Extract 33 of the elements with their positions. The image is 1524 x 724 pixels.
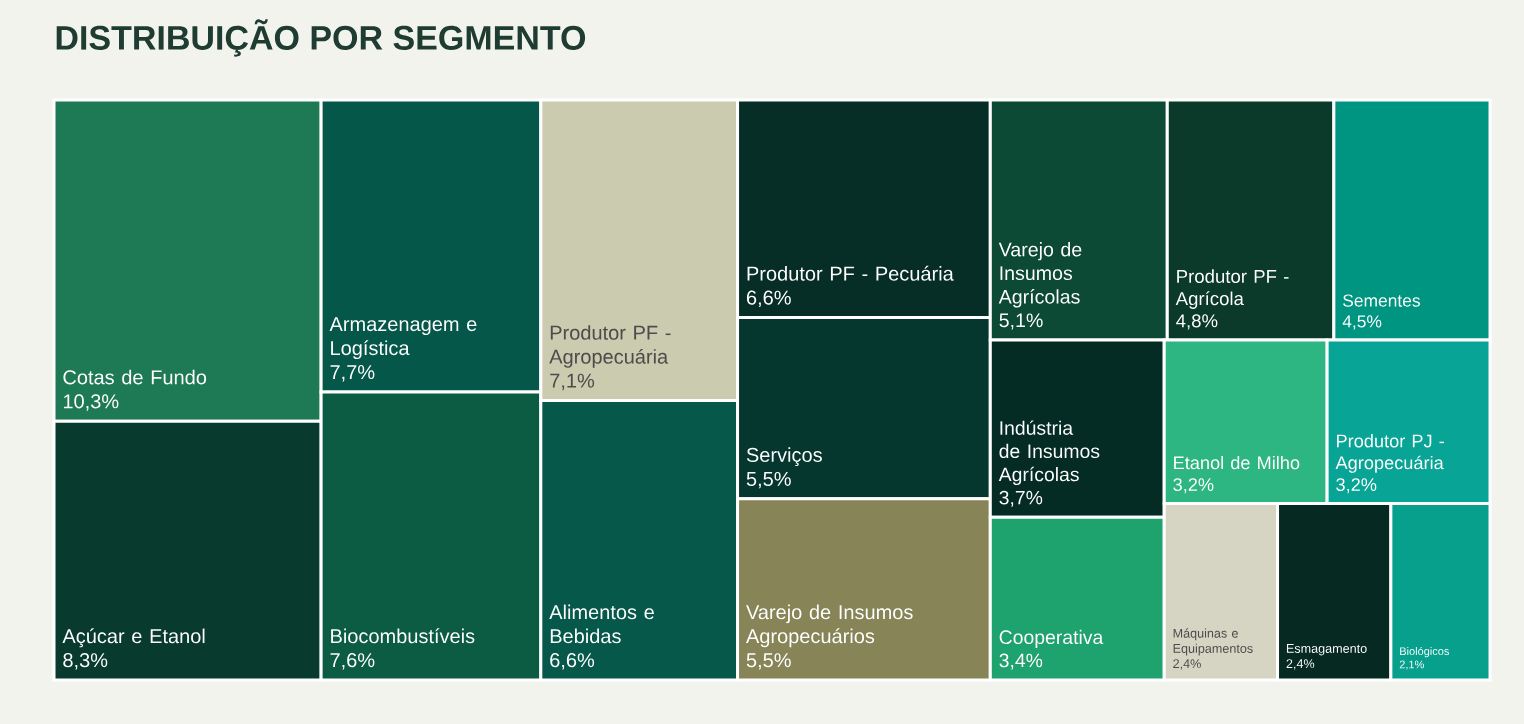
data-label: 7,7% bbox=[330, 365, 375, 382]
data-label: 8,3% bbox=[63, 653, 108, 670]
category-label: Biocombustíveis bbox=[331, 628, 475, 644]
text: DISTRIBUIÇÃO POR SEGMENTO bbox=[56, 19, 586, 57]
category-label: Alimentos e Bebidas bbox=[549, 604, 654, 644]
data-label: 5,5% bbox=[746, 471, 791, 489]
data-label: 7,1% bbox=[550, 373, 595, 391]
category-label: Indústria de Insumos Agrícolas bbox=[998, 420, 1100, 486]
data-label: 3,2% bbox=[1336, 478, 1377, 494]
data-label: 6,6% bbox=[550, 653, 595, 670]
data-label: 3,2% bbox=[1173, 478, 1214, 494]
category-label: Varejo de Insumos Agropecuários bbox=[745, 604, 913, 648]
data-label: 4,8% bbox=[1176, 314, 1218, 330]
category-label: Produtor PJ - Agropecuária bbox=[1335, 434, 1444, 473]
data-label: 3,7% bbox=[999, 490, 1043, 507]
category-label: Produtor PF - Agropecuária bbox=[549, 325, 671, 368]
data-label: 10,3% bbox=[63, 394, 119, 411]
category-label: Varejo de Insumos Agrícolas bbox=[998, 242, 1082, 308]
data-label: 6,6% bbox=[746, 290, 791, 308]
category-label: Sementes bbox=[1343, 294, 1420, 307]
category-label: Açúcar e Etanol bbox=[62, 628, 205, 648]
data-label: 3,4% bbox=[999, 653, 1043, 670]
data-label: 7,6% bbox=[330, 653, 375, 670]
data-label: 4,5% bbox=[1342, 315, 1382, 330]
category-label: Etanol de Milho bbox=[1174, 455, 1300, 470]
category-label: Cooperativa bbox=[999, 629, 1104, 648]
category-label: Produtor PF - Pecuária bbox=[747, 265, 954, 281]
data-label: 5,5% bbox=[746, 653, 791, 670]
category-label: Produtor PF - Agrícola bbox=[1175, 269, 1289, 309]
data-label: 5,1% bbox=[999, 313, 1043, 330]
category-label: Serviços bbox=[746, 447, 822, 467]
category-label: Cotas de Fundo bbox=[63, 369, 207, 385]
category-label: Armazenagem e Logística bbox=[329, 317, 477, 360]
